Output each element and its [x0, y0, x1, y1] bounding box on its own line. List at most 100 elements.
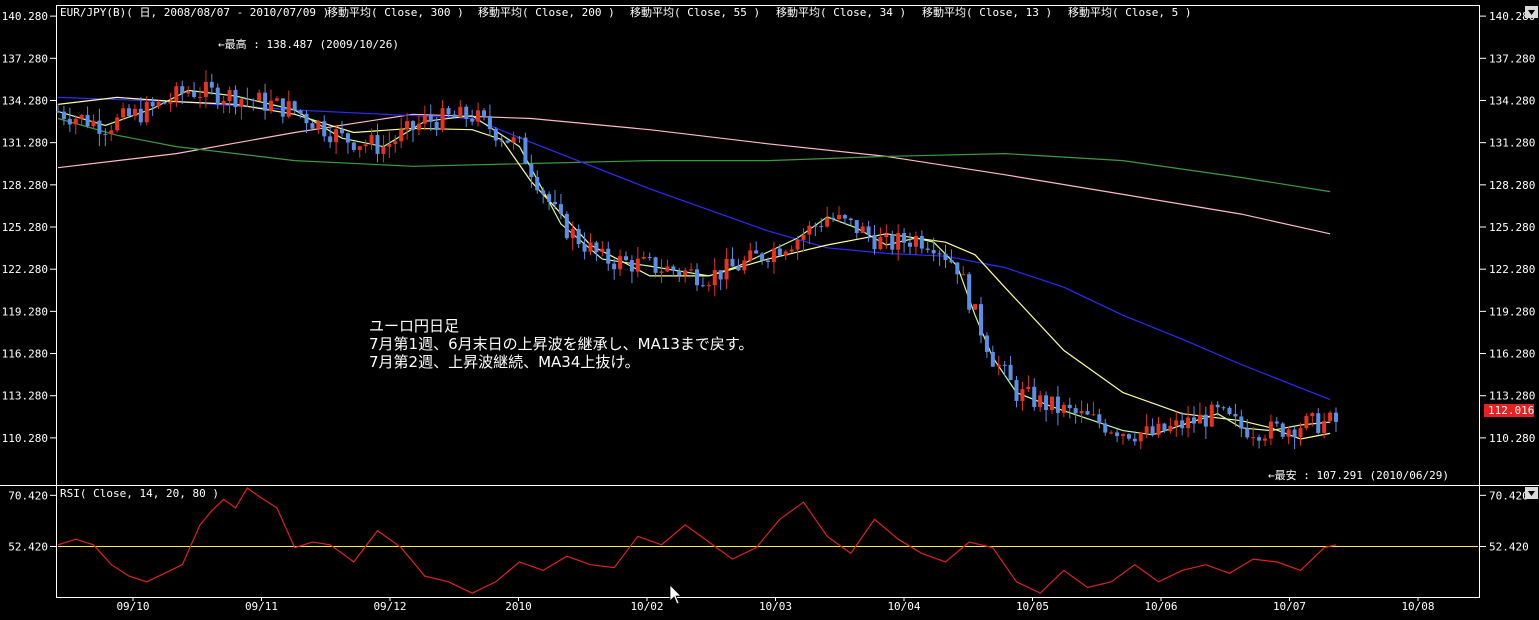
candle-body [766, 260, 770, 262]
candle-body [925, 248, 930, 250]
rsi-line [57, 487, 1337, 594]
candle-body [558, 204, 563, 214]
candle-body [1109, 432, 1114, 434]
candle-body [748, 250, 753, 261]
candle-body [671, 266, 676, 271]
candle-body [1316, 413, 1321, 433]
candle-body [689, 269, 694, 271]
candle-body [612, 263, 617, 270]
candle-body [1180, 420, 1185, 429]
candle-body [440, 108, 445, 130]
candle-body [375, 135, 380, 154]
candle-body [103, 133, 108, 135]
ma300-label: 移動平均( Close, 300 ) [327, 5, 464, 19]
candle-body [345, 133, 350, 143]
moving-average-lines [57, 89, 1331, 440]
ma34-label: 移動平均( Close, 34 ) [776, 5, 906, 19]
rsi-series [57, 487, 1337, 594]
candle-body [896, 233, 901, 250]
rsi-label: RSI( Close, 14, 20, 80 ) [60, 487, 219, 500]
candle-body [144, 102, 149, 123]
price-tick-label-right: 137.280 [1489, 52, 1535, 65]
candle-body [1103, 423, 1108, 433]
candle-body [854, 220, 859, 233]
candle-body [97, 120, 102, 134]
candle-body [594, 242, 599, 253]
candle-body [819, 226, 824, 228]
candle-body [67, 118, 72, 125]
candle-body [1097, 414, 1102, 424]
ma13-label: 移動平均( Close, 13 ) [922, 5, 1052, 19]
candle-body [1239, 416, 1244, 429]
candle-body [470, 118, 475, 122]
candle-body [328, 136, 333, 143]
last-price-value: 112.016 [1488, 404, 1534, 417]
x-axis-ticks: 09/10 09/11 09/12 2010 10/02 10/03 10/04 10/05 1… [116, 597, 1435, 613]
price-tick-label-right: 134.280 [1489, 94, 1535, 107]
candle-body [1292, 429, 1297, 438]
candle-body [706, 285, 711, 287]
candle-body [428, 115, 433, 122]
last-price-tag: 112.016 [1484, 404, 1534, 417]
price-panel: 140.280 140.280 137.280 137.280 134.280 134.2… [2, 10, 1535, 450]
chart-frames [0, 5, 1539, 598]
candle-body [1067, 404, 1072, 409]
candle-body [842, 215, 847, 219]
candle-body [795, 239, 800, 250]
candle-body [789, 249, 794, 252]
candle-body [635, 258, 640, 272]
price-tick-label-left: 110.280 [2, 432, 48, 445]
candle-body [890, 234, 895, 250]
candle-body [1186, 417, 1191, 429]
candle-body [641, 257, 646, 259]
candle-body [736, 266, 741, 271]
candle-body [961, 274, 966, 276]
price-tick-label-left: 119.280 [2, 305, 48, 318]
candle-body [535, 177, 540, 191]
candle-body [529, 163, 534, 178]
candle-body [464, 106, 469, 119]
candle-body [127, 108, 131, 117]
candle-body [913, 235, 918, 247]
ma55-label: 移動平均( Close, 55 ) [630, 5, 760, 19]
candle-body [1115, 432, 1120, 437]
rsi-panel: 70.420 70.420 52.420 52.420 RSI( Close, 14,… [8, 487, 1529, 594]
price-tick-label-left: 137.280 [2, 52, 48, 65]
candle-body [653, 257, 658, 273]
candle-body [777, 248, 782, 256]
price-tick-label-right: 131.280 [1489, 137, 1535, 150]
candle-body [908, 242, 912, 247]
x-tick-label: 10/03 [759, 600, 792, 613]
x-tick-label: 10/07 [1273, 600, 1306, 613]
price-tick-label-right: 119.280 [1489, 305, 1535, 318]
candle-body [1085, 411, 1090, 415]
x-tick-label: 10/06 [1144, 600, 1177, 613]
candle-body [618, 256, 623, 270]
candle-body [1026, 386, 1031, 390]
candle-body [1156, 423, 1161, 435]
candle-body [198, 96, 202, 98]
candle-body [310, 123, 315, 129]
candle-body [848, 218, 853, 221]
price-scroll-button[interactable] [1525, 6, 1538, 18]
rsi-scroll-button[interactable] [1525, 487, 1538, 499]
candle-body [902, 233, 907, 243]
candle-body [458, 106, 463, 118]
candle-body [162, 102, 167, 104]
candle-body [1328, 412, 1333, 421]
candle-body [79, 114, 84, 119]
candle-body [695, 269, 699, 286]
candle-body [517, 137, 522, 139]
rsi-tick-label-left: 52.420 [8, 540, 48, 553]
ma-line-3 [57, 96, 1331, 440]
candle-body [1144, 426, 1149, 433]
candle-body [973, 304, 978, 310]
candle-body [322, 121, 327, 137]
candle-body [831, 217, 836, 220]
candle-body [884, 234, 889, 238]
candle-body [570, 228, 575, 239]
candle-body [257, 92, 262, 101]
candle-body [742, 260, 747, 271]
candle-body [813, 225, 818, 227]
candle-body [1197, 414, 1202, 424]
